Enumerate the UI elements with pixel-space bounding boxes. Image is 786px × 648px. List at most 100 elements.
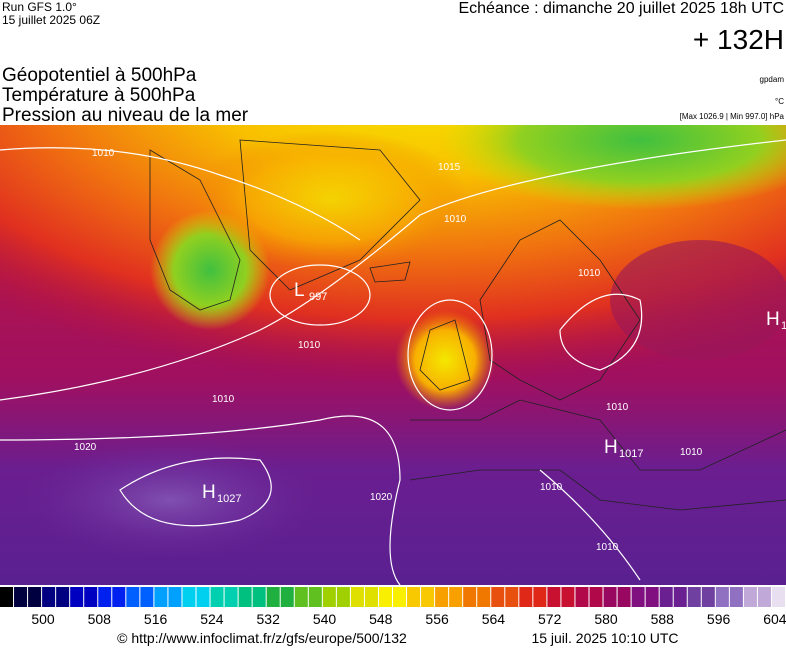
coastlines	[149, 139, 786, 511]
scale-label: 588	[651, 611, 675, 627]
color-swatch	[603, 587, 617, 607]
color-swatch	[463, 587, 477, 607]
isobar-lines	[0, 139, 786, 585]
color-swatch	[168, 587, 182, 607]
color-swatch	[561, 587, 575, 607]
color-swatch	[771, 587, 785, 607]
pressure-center-type: H	[604, 437, 618, 458]
color-swatch	[729, 587, 743, 607]
scale-label: 580	[594, 611, 618, 627]
scale-label: 556	[425, 611, 449, 627]
color-swatch	[350, 587, 364, 607]
color-swatch	[659, 587, 673, 607]
pressure-center-type: H	[202, 482, 216, 503]
color-swatch	[378, 587, 392, 607]
color-swatch	[224, 587, 238, 607]
scale-label: 540	[313, 611, 337, 627]
isobar-label: 1010	[92, 148, 115, 159]
scale-label: 548	[369, 611, 393, 627]
isobar-label: 1010	[298, 340, 321, 351]
map-labels: 1010 1015 1010 1010 1010 1020 1020 1010 1010 1010…	[74, 148, 786, 553]
isobar-label: 1010	[444, 214, 467, 225]
color-swatch	[28, 587, 42, 607]
scale-label: 572	[538, 611, 562, 627]
run: Run GFS 1.0°	[2, 0, 77, 14]
unit: gpdam	[760, 75, 785, 84]
color-swatch	[421, 587, 435, 607]
unit: [Max 1026.9 | Min 997.0] hPa	[680, 112, 785, 121]
pressure-center-type: L	[294, 280, 305, 301]
isobar-label: 1010	[212, 394, 235, 405]
isobar-label: 1020	[74, 442, 97, 453]
color-swatch	[322, 587, 336, 607]
pressure-center-value: 1017	[619, 448, 643, 460]
color-swatch	[210, 587, 224, 607]
color-swatch	[280, 587, 294, 607]
isobar-label: 1010	[680, 447, 703, 458]
unit: °C	[775, 97, 784, 106]
scale-label: 500	[31, 611, 55, 627]
map	[0, 125, 786, 585]
scale-label: 508	[88, 611, 112, 627]
color-swatch	[449, 587, 463, 607]
color-swatch	[715, 587, 729, 607]
color-swatch	[589, 587, 603, 607]
pressure-center-value: 1	[781, 320, 786, 332]
color-swatch	[196, 587, 210, 607]
isobar-label: 1010	[578, 268, 601, 279]
color-swatch	[547, 587, 561, 607]
echeance: Echéance : dimanche 20 juillet 2025 18h …	[458, 0, 784, 17]
color-swatch	[98, 587, 112, 607]
color-swatch	[617, 587, 631, 607]
scale-label: 564	[482, 611, 506, 627]
isobar-label: 1020	[370, 492, 393, 503]
scale-label: 596	[707, 611, 731, 627]
color-swatch	[154, 587, 168, 607]
lead-time: + 132H	[693, 24, 784, 55]
color-swatch	[743, 587, 757, 607]
color-swatch	[126, 587, 140, 607]
timestamp: 15 juil. 2025 10:10 UTC	[531, 630, 678, 646]
color-swatch	[0, 587, 14, 607]
color-swatch	[140, 587, 154, 607]
color-swatch	[519, 587, 533, 607]
color-swatch	[84, 587, 98, 607]
isobar-label: 1010	[596, 542, 619, 553]
source-url: © http://www.infoclimat.fr/z/gfs/europe/…	[117, 630, 407, 646]
color-swatch	[687, 587, 701, 607]
color-swatch	[238, 587, 252, 607]
color-swatch	[294, 587, 308, 607]
color-swatch	[70, 587, 84, 607]
scale-label: 516	[144, 611, 168, 627]
pressure-center-value: 1027	[217, 493, 241, 505]
color-swatch	[182, 587, 196, 607]
run-date: 15 juillet 2025 06Z	[2, 13, 100, 27]
color-swatch	[252, 587, 266, 607]
color-swatch	[491, 587, 505, 607]
isobar-label: 1010	[540, 482, 563, 493]
color-swatch	[336, 587, 350, 607]
color-swatch	[42, 587, 56, 607]
isobar-label: 1010	[606, 402, 629, 413]
color-swatch	[645, 587, 659, 607]
color-swatch	[14, 587, 28, 607]
isobar-label: 1015	[438, 162, 461, 173]
color-swatch	[673, 587, 687, 607]
title: Géopotentiel à 500hPa	[2, 65, 197, 86]
color-swatch	[701, 587, 715, 607]
color-scale: 500 508 516 524 532 540 548 556 564 572 580 588 596 6…	[0, 587, 786, 627]
title: Température à 500hPa	[2, 85, 196, 106]
title: Pression au niveau de la mer	[2, 105, 249, 126]
color-swatch	[266, 587, 280, 607]
color-swatch	[364, 587, 378, 607]
color-swatch	[308, 587, 322, 607]
pressure-center-value: 997	[309, 291, 327, 303]
scale-label: 524	[200, 611, 224, 627]
scale-label: 532	[257, 611, 281, 627]
color-swatch	[575, 587, 589, 607]
color-swatch	[112, 587, 126, 607]
color-swatch	[533, 587, 547, 607]
pressure-center-type: H	[766, 309, 780, 330]
